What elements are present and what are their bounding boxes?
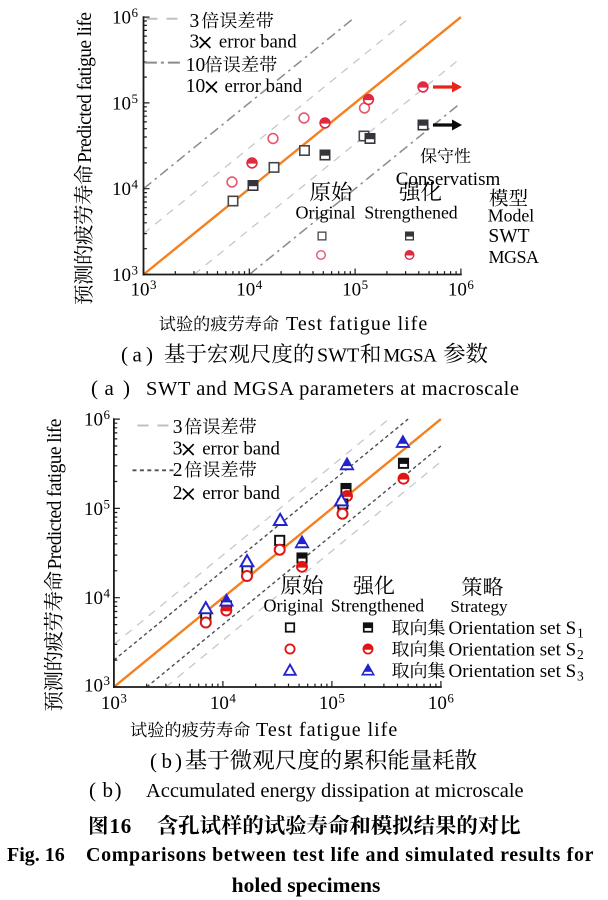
svg-text:10: 10: [210, 693, 229, 714]
svg-text:b: b: [162, 749, 173, 773]
svg-text:SWT and MGSA parameters at mac: SWT and MGSA parameters at macroscale: [146, 378, 519, 400]
svg-text:3: 3: [173, 417, 183, 438]
svg-text:4: 4: [256, 277, 263, 292]
svg-text:10: 10: [448, 280, 467, 301]
svg-text:a: a: [105, 376, 115, 400]
svg-text:5: 5: [104, 496, 111, 511]
svg-text:10: 10: [342, 280, 361, 301]
svg-text:Accumulated energy dissipation: Accumulated energy dissipation at micros…: [146, 780, 524, 802]
svg-text:error band: error band: [219, 32, 297, 53]
svg-text:4: 4: [229, 691, 236, 706]
svg-text:Strategy: Strategy: [450, 597, 508, 616]
svg-text:3: 3: [577, 669, 584, 684]
svg-text:MGSA: MGSA: [383, 346, 437, 367]
svg-text:Comparisons between test life: Comparisons between test life and simula…: [86, 844, 594, 866]
svg-text:2: 2: [173, 483, 183, 504]
svg-text:(: (: [121, 343, 128, 367]
svg-text:Orientation set S: Orientation set S: [449, 661, 577, 682]
svg-text:(: (: [91, 376, 98, 400]
svg-text:Original: Original: [296, 203, 356, 223]
svg-text:Conservatism: Conservatism: [396, 169, 501, 190]
svg-text:Strengthened: Strengthened: [331, 596, 424, 616]
svg-text:Model: Model: [488, 206, 534, 226]
svg-text:10: 10: [112, 8, 131, 29]
svg-text:10: 10: [319, 693, 338, 714]
svg-text:Orientation set S: Orientation set S: [449, 640, 577, 661]
svg-text:1: 1: [577, 626, 584, 641]
svg-text:10: 10: [428, 693, 447, 714]
svg-text:Orientation set S: Orientation set S: [449, 618, 577, 639]
svg-text:(: (: [150, 749, 157, 773]
svg-text:5: 5: [338, 691, 345, 706]
svg-text:3: 3: [173, 439, 183, 460]
svg-text:10: 10: [131, 280, 150, 301]
svg-text:3: 3: [150, 277, 157, 292]
svg-text:a: a: [133, 343, 143, 367]
svg-text:error band: error band: [202, 439, 280, 460]
svg-text:SWT: SWT: [488, 226, 529, 247]
svg-text:6: 6: [132, 5, 139, 20]
svg-text:error band: error band: [225, 76, 303, 97]
svg-text:2: 2: [577, 647, 584, 662]
svg-text:Test fatigue life: Test fatigue life: [286, 313, 428, 335]
svg-text:10: 10: [112, 93, 131, 114]
svg-text:10: 10: [236, 280, 255, 301]
svg-text:3: 3: [190, 32, 200, 53]
svg-text:16: 16: [110, 814, 133, 838]
svg-text:10: 10: [112, 265, 131, 286]
svg-text:Original: Original: [264, 596, 324, 616]
svg-text:Fig. 16: Fig. 16: [7, 844, 65, 866]
svg-text:Predicted fatigue life: Predicted fatigue life: [45, 419, 66, 569]
svg-text:3: 3: [132, 263, 139, 278]
svg-text:5: 5: [362, 277, 369, 292]
svg-text:10: 10: [84, 410, 103, 431]
svg-text:10: 10: [84, 588, 103, 609]
svg-text:4: 4: [132, 177, 139, 192]
svg-text:3: 3: [190, 11, 200, 32]
svg-text:10: 10: [101, 693, 120, 714]
svg-text:10: 10: [84, 499, 103, 520]
svg-text:SWT: SWT: [317, 345, 359, 367]
svg-text:10: 10: [186, 76, 206, 97]
svg-text:Predicted fatigue life: Predicted fatigue life: [75, 13, 96, 163]
svg-text:6: 6: [447, 691, 454, 706]
svg-text:Test fatigue life: Test fatigue life: [256, 719, 398, 741]
svg-text:10: 10: [112, 179, 131, 200]
svg-text:): ): [146, 343, 153, 367]
svg-text:holed specimens: holed specimens: [232, 873, 381, 897]
svg-text:10: 10: [186, 55, 206, 76]
svg-text:MGSA: MGSA: [488, 247, 539, 267]
svg-text:Strengthened: Strengthened: [364, 203, 457, 223]
svg-text:): ): [123, 376, 130, 400]
svg-text:3: 3: [120, 691, 127, 706]
svg-text:2: 2: [173, 460, 183, 481]
svg-text:4: 4: [104, 586, 111, 601]
svg-text:3: 3: [104, 673, 111, 688]
svg-text:6: 6: [467, 277, 474, 292]
svg-text:): ): [115, 778, 122, 802]
svg-text:(: (: [89, 778, 96, 802]
svg-text:6: 6: [104, 407, 111, 422]
svg-text:error band: error band: [202, 483, 280, 504]
svg-text:5: 5: [132, 91, 139, 106]
svg-text:b: b: [103, 778, 114, 802]
svg-text:): ): [175, 749, 182, 773]
svg-text:10: 10: [84, 676, 103, 697]
